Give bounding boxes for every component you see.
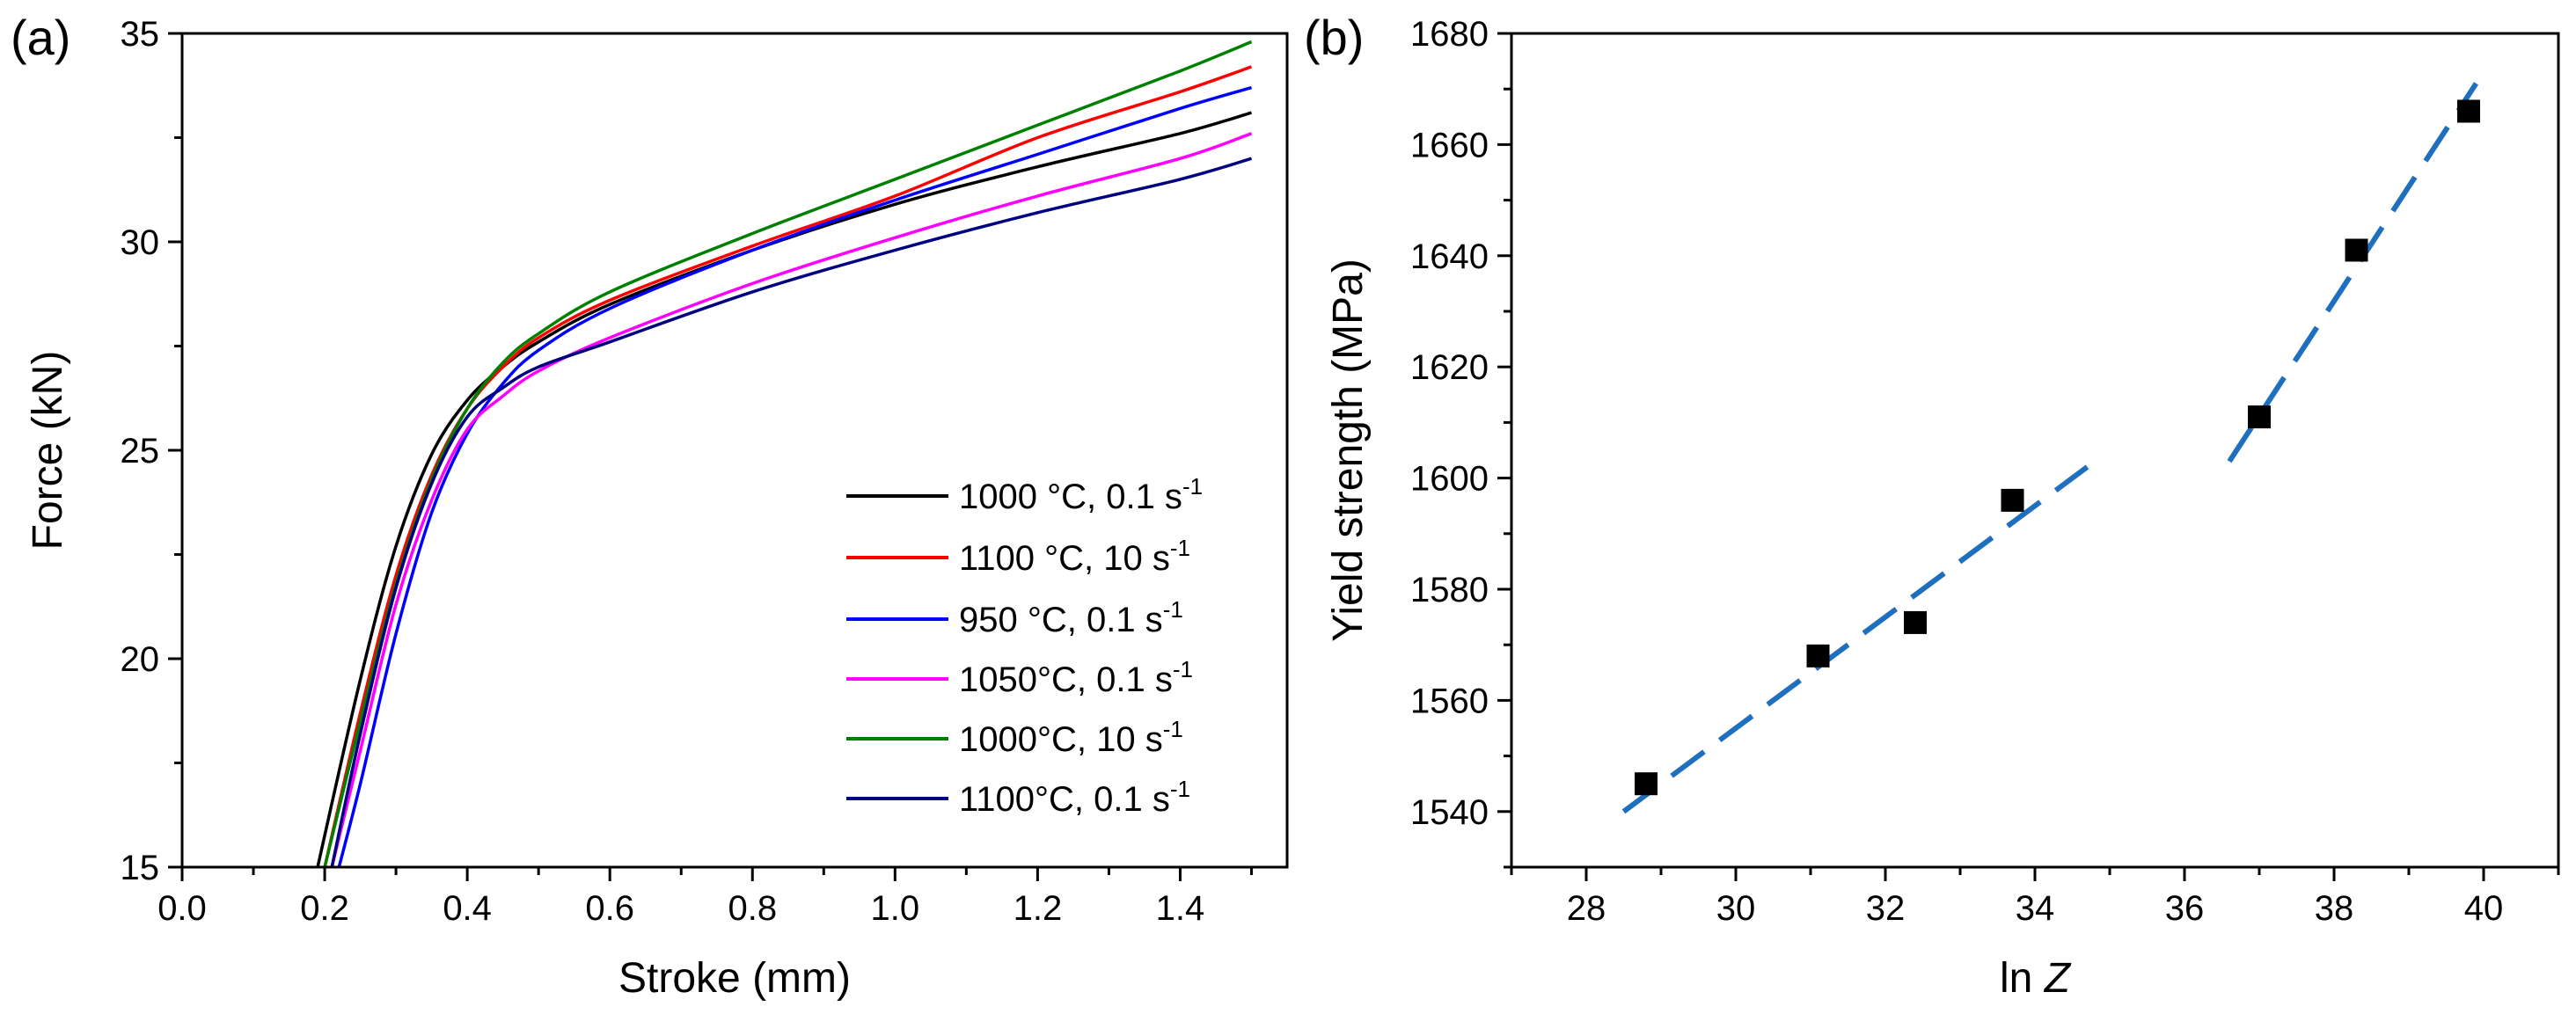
panel-b-y-tick-label: 1580 [1410,571,1489,609]
panel-a-series-group [316,40,1253,868]
legend-label-0: 1000 °C, 0.1 s-1 [959,473,1203,516]
panel-a-legend: 1000 °C, 0.1 s-1 1100 °C, 10 s-1 950 °C,… [846,473,1203,819]
panel-a-x-tick-label: 0.2 [300,889,349,928]
panel-b: (b) 28 30 32 34 36 38 40 1540 1560 1580 1600 1620 16… [1304,10,2560,1002]
legend-label-2: 950 °C, 0.1 s-1 [959,596,1183,639]
panel-b-fit-lines [1621,82,2479,814]
panel-a-x-axis-title: Stroke (mm) [618,955,851,1002]
panel-a-y-axis-title: Force (kN) [25,351,71,551]
panel-b-y-axis-title: Yield strength (MPa) [1325,259,1372,642]
panel-a-x-tick-label: 0.8 [728,889,777,928]
data-point [2457,99,2480,123]
fit-line-0 [1621,464,2089,814]
data-point [1635,772,1658,796]
data-point [2248,405,2271,429]
panel-b-y-tick-label: 1600 [1410,460,1489,499]
legend-entry: 1100 °C, 10 s-1 [846,535,1190,578]
panel-a-y-tick-label: 20 [121,640,160,679]
legend-label-3: 1050°C, 0.1 s-1 [959,656,1193,699]
panel-a-frame [180,32,1289,869]
fit-line-1 [2227,82,2479,463]
panel-b-frame [1510,32,2560,869]
panel-b-points [1635,99,2480,796]
panel-a-y-tick-label: 15 [121,849,160,887]
legend-entry: 1100°C, 0.1 s-1 [846,776,1190,819]
series-line-0 [316,111,1252,868]
panel-a-x-tick-label: 0.6 [585,889,634,928]
panel-b-y-tick-label: 1660 [1410,126,1489,164]
panel-a-ticks: 0.0 0.2 0.4 0.6 0.8 1.0 1.2 1.4 15 20 25 30 35 [121,15,1253,928]
panel-b-x-axis-title: ln Z [2000,955,2072,1002]
legend-label-5: 1100°C, 0.1 s-1 [959,776,1190,819]
data-point [1904,610,1927,634]
panel-a-y-tick-label: 35 [121,15,160,54]
panel-b-y-tick-label: 1620 [1410,348,1489,387]
panel-b-x-tick-label: 40 [2464,889,2504,928]
panel-b-x-tick-label: 28 [1567,889,1606,928]
panel-a-x-tick-label: 1.0 [871,889,920,928]
data-point [2345,238,2368,262]
panel-b-y-tick-label: 1540 [1410,793,1489,832]
panel-b-x-tick-label: 36 [2165,889,2205,928]
panel-a-y-tick-label: 25 [121,432,160,471]
panel-b-label: (b) [1304,10,1364,65]
panel-a-label: (a) [11,10,70,65]
panel-b-x-tick-label: 32 [1866,889,1906,928]
legend-entry: 950 °C, 0.1 s-1 [846,596,1183,639]
panel-b-y-tick-label: 1560 [1410,682,1489,720]
panel-a-x-tick-label: 1.2 [1014,889,1063,928]
panel-a-y-tick-label: 30 [121,223,160,262]
legend-label-1: 1100 °C, 10 s-1 [959,535,1190,578]
panel-b-y-tick-label: 1640 [1410,237,1489,276]
panel-b-y-tick-label: 1680 [1410,15,1489,54]
panel-b-ticks: 28 30 32 34 36 38 40 1540 1560 1580 1600 1620 1640 16… [1410,15,2560,928]
series-line-1 [323,65,1253,868]
legend-entry: 1050°C, 0.1 s-1 [846,656,1193,699]
legend-entry: 1000 °C, 0.1 s-1 [846,473,1203,516]
panel-a: (a) 0.0 0.2 0.4 0.6 0.8 1.0 1.2 1.4 15 20 25 30 35 S… [11,10,1289,1002]
panel-a-x-tick-label: 0.4 [443,889,492,928]
data-point [1806,644,1830,667]
panel-b-x-tick-label: 30 [1716,889,1756,928]
panel-b-x-tick-label: 34 [2016,889,2055,928]
panel-a-x-tick-label: 1.4 [1156,889,1205,928]
panel-a-x-tick-label: 0.0 [157,889,207,928]
data-point [2001,488,2024,512]
panel-b-x-tick-label: 38 [2315,889,2354,928]
legend-label-4: 1000°C, 10 s-1 [959,716,1183,759]
series-line-5 [330,157,1252,868]
series-line-2 [337,85,1252,868]
legend-entry: 1000°C, 10 s-1 [846,716,1183,759]
